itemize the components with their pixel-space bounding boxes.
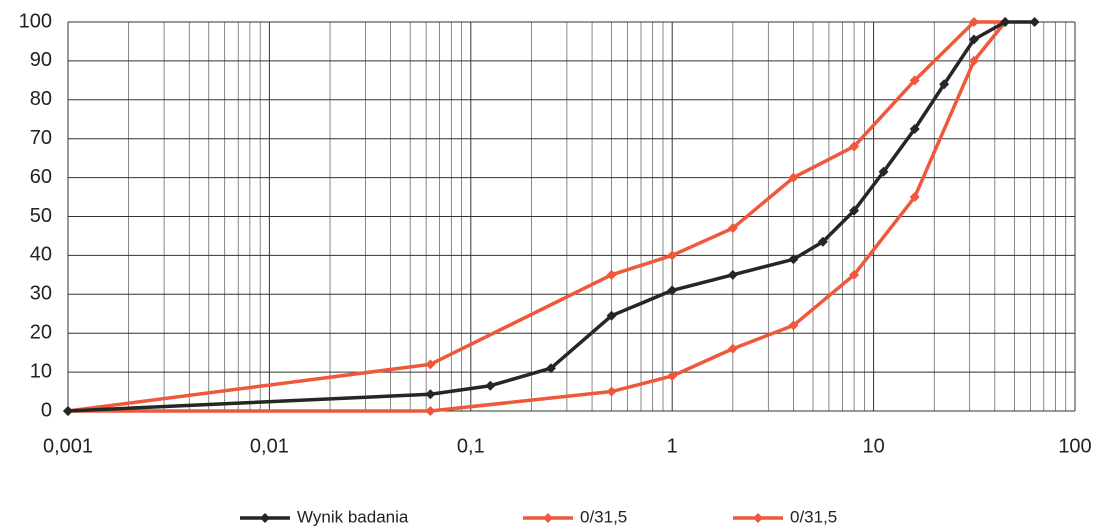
legend-label: Wynik badania [297,507,409,526]
x-tick-label: 10 [862,435,884,457]
y-tick-label: 10 [30,360,52,382]
y-tick-label: 90 [30,49,52,71]
y-tick-label: 80 [30,88,52,110]
data-point [425,389,436,400]
data-point [788,254,799,265]
legend-label: 0/31,5 [580,507,627,526]
x-tick-label: 0,001 [43,435,93,457]
data-point [606,269,617,280]
data-point [667,285,678,296]
data-point [788,172,799,183]
legend-marker [753,513,763,523]
data-point [1000,17,1011,27]
y-tick-label: 70 [30,127,52,149]
y-tick-label: 40 [30,244,52,266]
data-point [878,166,889,177]
data-point [485,380,496,391]
data-point [606,386,617,397]
data-point [909,192,920,203]
legend-marker [543,513,553,523]
data-point [425,406,436,416]
y-tick-label: 20 [30,321,52,343]
y-tick-label: 100 [19,10,52,32]
series-line [67,20,1006,413]
legend-marker [260,513,270,523]
data-point [849,269,860,280]
x-tick-label: 100 [1058,435,1091,457]
data-point [968,34,979,45]
series-line [67,20,1035,413]
y-tick-label: 50 [30,205,52,227]
data-point [849,141,860,152]
series-line [68,20,1007,413]
data-point [63,406,73,416]
y-tick-label: 60 [30,166,52,188]
y-tick-label: 0 [41,399,52,421]
data-point [727,223,738,234]
data-point [968,17,979,27]
x-tick-label: 0,01 [250,435,289,457]
data-point [727,343,738,354]
data-point [667,370,678,381]
data-point [939,79,950,90]
data-point [909,123,920,134]
y-tick-label: 30 [30,283,52,305]
data-point [968,55,979,66]
data-point [606,310,617,321]
data-point [545,363,556,374]
legend-label: 0/31,5 [790,507,837,526]
data-point [909,75,920,86]
data-point [667,250,678,261]
data-point [849,205,860,216]
x-tick-label: 1 [667,435,678,457]
data-point [727,269,738,280]
data-point [817,236,828,247]
data-point [788,320,799,331]
data-point [1029,17,1040,27]
x-tick-label: 0,1 [457,435,485,457]
data-point [425,359,436,370]
